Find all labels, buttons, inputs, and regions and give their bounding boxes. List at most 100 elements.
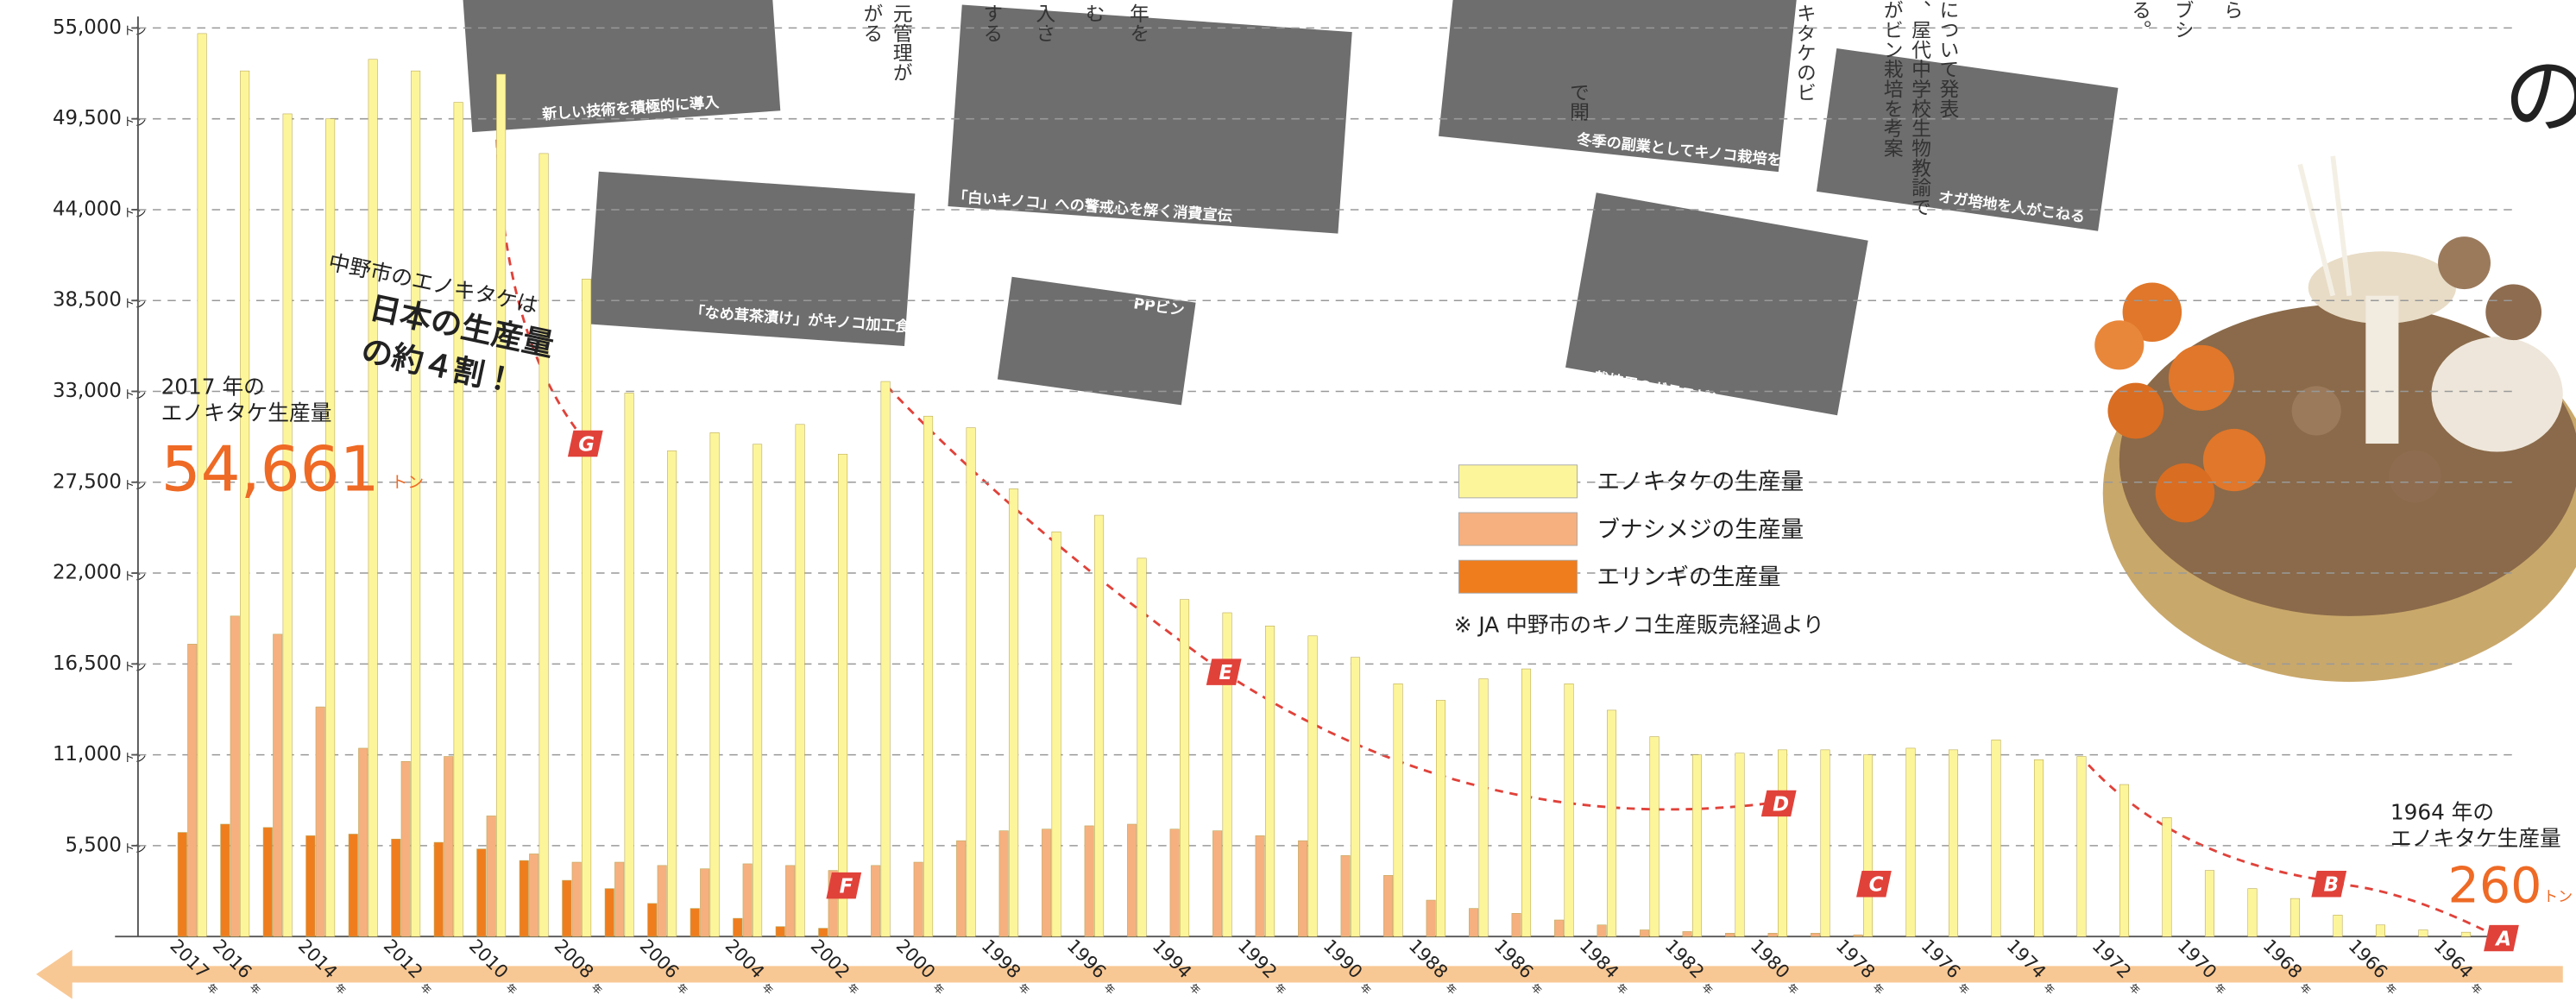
bar [700, 868, 710, 937]
y-tick-label: 49,500 [53, 107, 122, 129]
x-tick-suffix: 年 [760, 981, 776, 997]
x-tick-suffix: 年 [1017, 981, 1032, 997]
bar [1436, 700, 1446, 937]
bar [742, 863, 753, 937]
bar [325, 118, 336, 937]
x-tick-suffix: 年 [2383, 981, 2398, 997]
y-tick-label: 16,500 [53, 652, 122, 675]
bar [709, 432, 720, 937]
bar [753, 444, 763, 937]
bar [2289, 898, 2300, 937]
annotation: エノキタケ生産量 [2390, 826, 2561, 851]
photo [1561, 188, 1873, 419]
bar [1597, 924, 1607, 937]
bar [1137, 558, 1147, 937]
bar [230, 615, 240, 937]
bar [614, 861, 625, 937]
photo [993, 273, 1200, 409]
bar [400, 760, 411, 937]
photo [1812, 44, 2122, 236]
bar [2162, 817, 2172, 937]
x-tick-suffix: 年 [248, 981, 263, 997]
bar [1169, 828, 1180, 937]
y-tick-label: 33,000 [53, 380, 122, 402]
text-fragment: キタケのビ [1793, 3, 1816, 102]
annotation-unit: トン [391, 473, 424, 492]
legend-swatch [1458, 464, 1578, 499]
bar [1725, 933, 1735, 937]
bar [1393, 684, 1403, 937]
x-tick-suffix: 年 [2468, 981, 2484, 997]
bar [1383, 875, 1394, 937]
bar [1212, 830, 1223, 937]
bar [657, 865, 667, 937]
bar [391, 838, 401, 937]
bar [880, 381, 891, 937]
text-fragment: 、屋代中学校生物教諭で [1908, 0, 1930, 217]
y-tick-label: 27,500 [53, 470, 122, 493]
x-tick-suffix: 年 [589, 981, 605, 997]
bar [496, 73, 507, 937]
bar [1862, 754, 1874, 937]
bar [1340, 855, 1351, 937]
bar [1640, 929, 1650, 937]
photo [584, 167, 919, 350]
bar [667, 450, 677, 937]
marker-label: G [578, 433, 595, 456]
bar [1991, 740, 2001, 937]
bar [539, 153, 549, 937]
bar [453, 102, 463, 937]
bar [624, 393, 634, 937]
x-tick-suffix: 年 [419, 981, 434, 997]
bar [1298, 840, 1308, 937]
x-tick-suffix: 年 [1956, 981, 1972, 997]
x-tick-suffix: 年 [1358, 981, 1374, 997]
text-fragment: で開 [1566, 82, 1589, 122]
text-fragment: ブシ [2171, 0, 2194, 40]
y-tick-label: 44,000 [53, 198, 122, 220]
heading-glyph: の [2504, 47, 2576, 146]
photo [457, 0, 784, 136]
annotation: エノキタケ生産量 [161, 400, 332, 425]
x-tick-suffix: 年 [333, 981, 349, 997]
bar [240, 70, 250, 937]
bar [2076, 756, 2087, 937]
bar [1051, 531, 1061, 937]
marker-badge [826, 872, 862, 899]
marker-label: F [840, 876, 853, 898]
annotation-value: 54,661 [161, 433, 380, 506]
bar [2119, 784, 2130, 937]
bar [582, 279, 592, 937]
bar [315, 706, 325, 937]
bar [775, 926, 785, 937]
bar [838, 453, 848, 937]
bar [273, 633, 283, 937]
legend-label: エリンギの生産量 [1597, 564, 1780, 591]
bar [1255, 835, 1265, 937]
text-fragment: 年を [1126, 3, 1149, 43]
marker-badge [567, 430, 603, 457]
bar [1682, 931, 1692, 937]
text-fragment: む [1081, 3, 1104, 23]
bar [1564, 684, 1574, 937]
marker-label: D [1773, 793, 1789, 816]
text-fragment: について発表 [1936, 0, 1958, 118]
bar [433, 841, 444, 937]
bar [2247, 888, 2258, 937]
bar [2204, 870, 2214, 937]
y-tick-label: 55,000 [53, 16, 122, 39]
bar [197, 33, 207, 937]
bar [1649, 736, 1660, 937]
bar [2460, 931, 2471, 937]
marker-label: C [1869, 874, 1884, 897]
text-fragment: ら [2220, 0, 2243, 20]
bar [785, 865, 796, 937]
bar [690, 908, 700, 937]
x-tick-suffix: 年 [1187, 981, 1203, 997]
bar [966, 427, 976, 937]
mushroom-basket [2094, 155, 2576, 683]
bar [733, 917, 743, 937]
x-tick-suffix: 年 [2127, 981, 2143, 997]
bar [1307, 635, 1318, 937]
